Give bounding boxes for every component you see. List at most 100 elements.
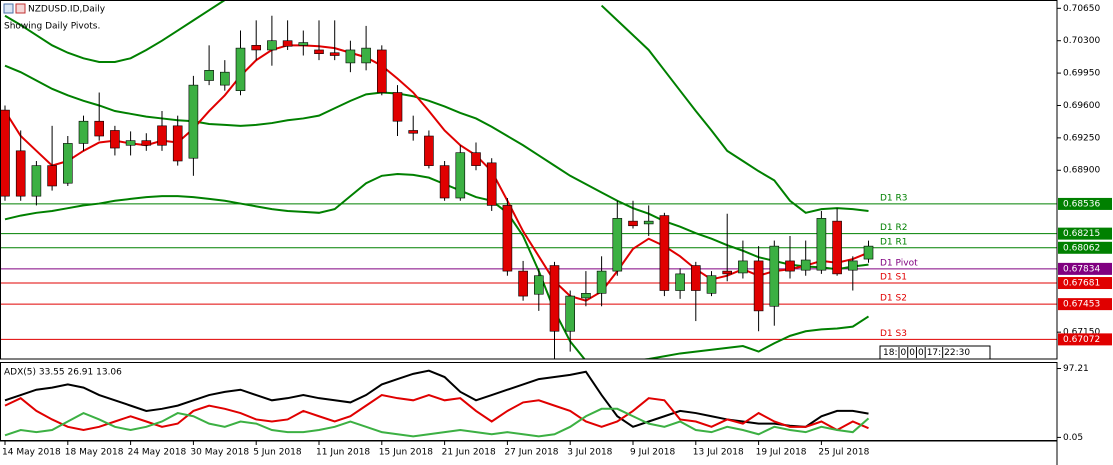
candle-body [204, 70, 214, 81]
y-tick-label: 0.70300 [1063, 36, 1100, 46]
candle-body [0, 109, 10, 197]
price-tag [1058, 262, 1112, 275]
x-tick-label: 11 Jun 2018 [316, 448, 370, 458]
pivot-label: D1 S1 [880, 273, 907, 283]
price-tag-label: 0.67834 [1063, 264, 1100, 274]
candle-body [800, 259, 811, 271]
candle-body [471, 152, 481, 166]
adx-line [4, 393, 869, 432]
candle-body [753, 260, 764, 312]
candle-body [188, 84, 199, 159]
candle-body [141, 140, 152, 146]
price-tag-label: 0.67072 [1063, 335, 1100, 345]
candle-body [62, 143, 73, 184]
candle-body [722, 270, 733, 275]
candle-body [690, 265, 701, 291]
price-tag [1058, 241, 1112, 254]
x-tick-label: 15 Jun 2018 [379, 448, 433, 458]
candle-body [157, 125, 167, 146]
candle-body [392, 92, 403, 122]
candle-body [675, 273, 685, 291]
candle-body [251, 45, 261, 51]
indicator-line [600, 4, 869, 214]
indicator-line [4, 64, 869, 271]
candle-body [329, 52, 340, 56]
candle-body [235, 47, 246, 91]
price-tag-label: 0.67453 [1063, 300, 1100, 310]
price-tag [1058, 227, 1112, 240]
main-frame [0, 0, 1058, 360]
candle-body [376, 49, 387, 93]
candle-body [439, 165, 450, 199]
main-plot: D1 R3 D1 R2 D1 R1 D1 Pivot D1 S1 D1 S2 D1 S3 [0, 0, 1057, 359]
icon [3, 3, 14, 14]
y-tick-label: 0.69950 [1063, 69, 1100, 79]
y-tick-label: 0.67150 [1063, 328, 1100, 338]
header: NZDUSD.ID,Daily Showing Daily Pivots. AD… [3, 3, 122, 378]
pivot-label: D1 R2 [880, 223, 908, 233]
x-tick-label: 24 May 2018 [128, 448, 187, 458]
candle-body [110, 130, 120, 149]
indicator-line [640, 315, 870, 359]
candle-body [282, 40, 293, 47]
y-tick-label: 0.70650 [1063, 4, 1100, 14]
countdown-text: 0 [900, 348, 906, 358]
x-tick-label: 27 Jun 2018 [504, 448, 558, 458]
candle-body [832, 220, 842, 275]
countdown-text: 17: [927, 348, 941, 358]
x-tick-label: 9 Jul 2018 [630, 448, 675, 458]
candle-body [518, 270, 528, 297]
candle-body [424, 135, 434, 166]
x-tick-label: 14 May 2018 [2, 448, 61, 458]
candle-body [361, 47, 371, 64]
candle-body [345, 49, 356, 64]
countdown-text: 0 [918, 348, 924, 358]
y-tick-label: 0.05 [1063, 433, 1083, 443]
price-tag-label: 0.68215 [1063, 229, 1100, 239]
pivot-label: D1 S2 [880, 294, 907, 304]
price-tag [1058, 333, 1112, 346]
price-tag [1058, 197, 1112, 210]
candle-body [298, 42, 309, 46]
chart-subtitle: Showing Daily Pivots. [4, 22, 100, 32]
countdown-text: 18: [883, 348, 897, 358]
x-tick-label: 13 Jul 2018 [693, 448, 744, 458]
candle-body [596, 270, 607, 294]
candle-body [47, 165, 57, 187]
price-tag [1058, 277, 1112, 290]
adx-line [4, 407, 870, 438]
price-tag-label: 0.68062 [1063, 243, 1100, 253]
pivot-label: D1 R1 [880, 237, 908, 247]
x-tick-label: 25 Jul 2018 [818, 448, 869, 458]
indicator-title: ADX(5) 33.55 26.91 13.06 [4, 368, 122, 378]
candle-body [172, 125, 183, 162]
candle-body [738, 260, 748, 274]
candle-body [549, 265, 560, 332]
candle-body [659, 215, 670, 291]
pivot-label: D1 Pivot [880, 258, 918, 268]
candle-body [863, 245, 874, 260]
candle-body [581, 293, 591, 299]
candle-body [94, 120, 104, 137]
price-tag-label: 0.68536 [1063, 199, 1100, 209]
candle-body [455, 152, 466, 199]
pivot-label: D1 S3 [880, 329, 907, 339]
candle-body [643, 220, 654, 225]
overlay: 0.68536 0.68215 0.68062 0.67834 0.67681 0.674… [879, 197, 1112, 360]
y-tick-label: 0.69250 [1063, 133, 1100, 143]
candle-body [628, 220, 638, 227]
candle-body [533, 275, 544, 295]
price-tag [1058, 298, 1112, 311]
candle-body [816, 218, 827, 271]
candle-body [314, 49, 324, 54]
x-tick-label: 19 Jul 2018 [756, 448, 807, 458]
candle-body [15, 150, 26, 197]
candle-body [408, 130, 419, 134]
icon [15, 3, 26, 14]
y-tick-label: 0.68900 [1063, 166, 1100, 176]
candle-body [612, 218, 623, 272]
